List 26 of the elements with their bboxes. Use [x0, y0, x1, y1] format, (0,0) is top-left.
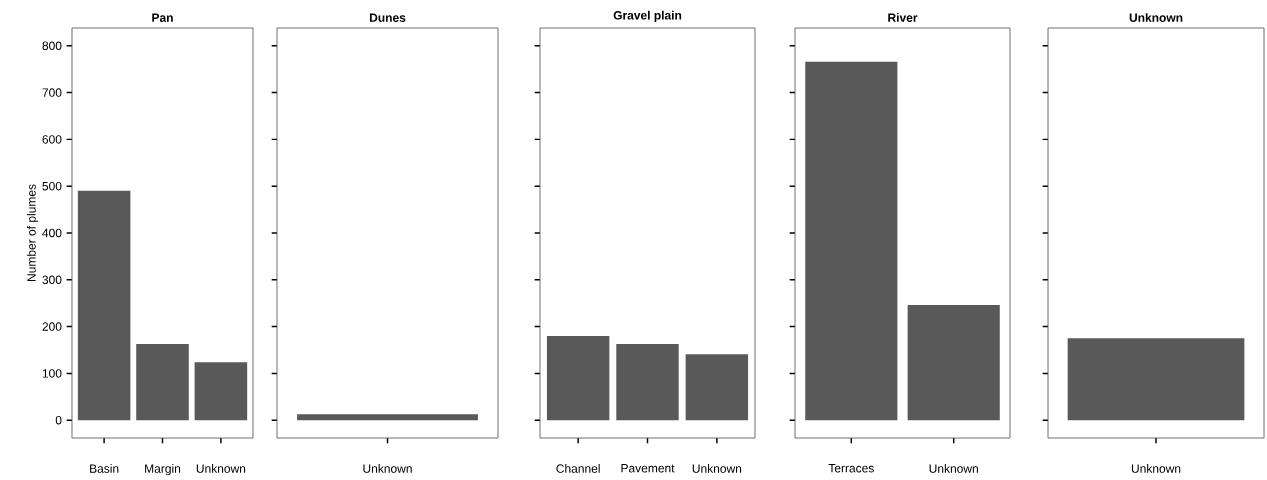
y-tick-label: 800 — [42, 41, 62, 51]
y-tick-label: 300 — [42, 275, 62, 285]
y-tick-label: 100 — [42, 369, 62, 378]
y-axis-title: Number of plumes — [26, 184, 39, 282]
bar — [194, 362, 248, 421]
x-tick-label: Unknown — [363, 464, 412, 474]
bar — [136, 344, 189, 421]
x-tick-label: Channel — [556, 464, 600, 474]
y-tick-label: 600 — [42, 135, 62, 144]
chart-title: River — [888, 13, 918, 23]
x-tick-label: Margin — [145, 464, 181, 476]
x-tick-label: Unknown — [692, 464, 742, 474]
x-tick-label: Pavement — [621, 464, 675, 473]
x-tick-label: Basin — [90, 464, 119, 474]
chart-title: Pan — [152, 13, 173, 23]
x-tick-label: Terraces — [828, 464, 874, 473]
x-tick-label: Unknown — [929, 464, 978, 474]
y-tick-label: 400 — [42, 228, 62, 238]
y-tick-label: 200 — [42, 322, 62, 332]
y-tick-label: 700 — [42, 88, 62, 97]
chart-title: Dunes — [369, 13, 406, 23]
x-tick-label: Unknown — [196, 464, 246, 474]
chart-title: Gravel plain — [613, 10, 682, 23]
y-tick-label: 0 — [55, 416, 62, 425]
y-tick-label: 500 — [42, 182, 62, 191]
bar — [77, 191, 131, 421]
